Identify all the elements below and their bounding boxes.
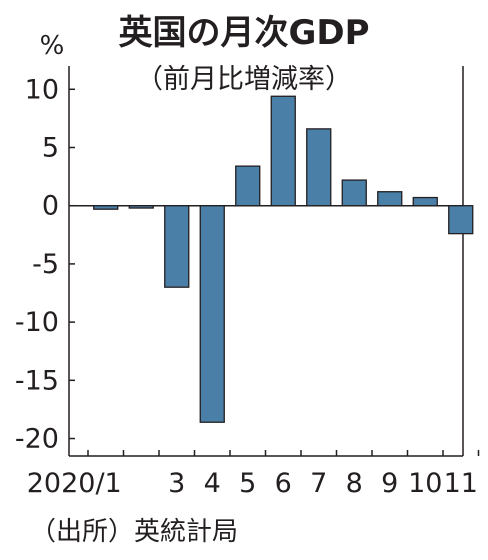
x-tick-label: 10 [408,468,442,499]
chart-subtitle: （前月比増減率） [136,64,352,95]
bar [377,191,403,207]
x-tick-label: 6 [275,468,292,499]
y-tick-label: -5 [32,249,59,280]
y-tick-label: 5 [42,132,59,163]
bar [164,205,190,288]
y-tick-label: 0 [42,191,59,222]
x-tick-label: 5 [239,468,256,499]
chart-title: 英国の月次GDP [118,13,369,53]
x-tick-label: 2020/1 [27,468,122,499]
y-tick-label: -20 [15,424,59,455]
bar [199,205,225,423]
y-tick-label: -10 [15,307,59,338]
bar [412,196,438,207]
bar [448,205,474,235]
x-tick-label: 4 [204,468,221,499]
bar [235,165,261,207]
x-tick-label: 3 [168,468,185,499]
bar [306,128,332,207]
x-tick-label: 7 [310,468,327,499]
y-tick-label: -15 [15,365,59,396]
bar [341,179,367,207]
x-tick-label: 8 [346,468,363,499]
y-axis-unit: % [40,31,65,61]
bar [128,205,154,209]
chart-source: （出所）英統計局 [30,517,238,547]
x-tick-label: 11 [444,468,478,499]
bar [93,205,119,210]
y-tick-label: 10 [25,74,59,105]
bar [270,95,296,207]
x-tick-label: 9 [381,468,398,499]
